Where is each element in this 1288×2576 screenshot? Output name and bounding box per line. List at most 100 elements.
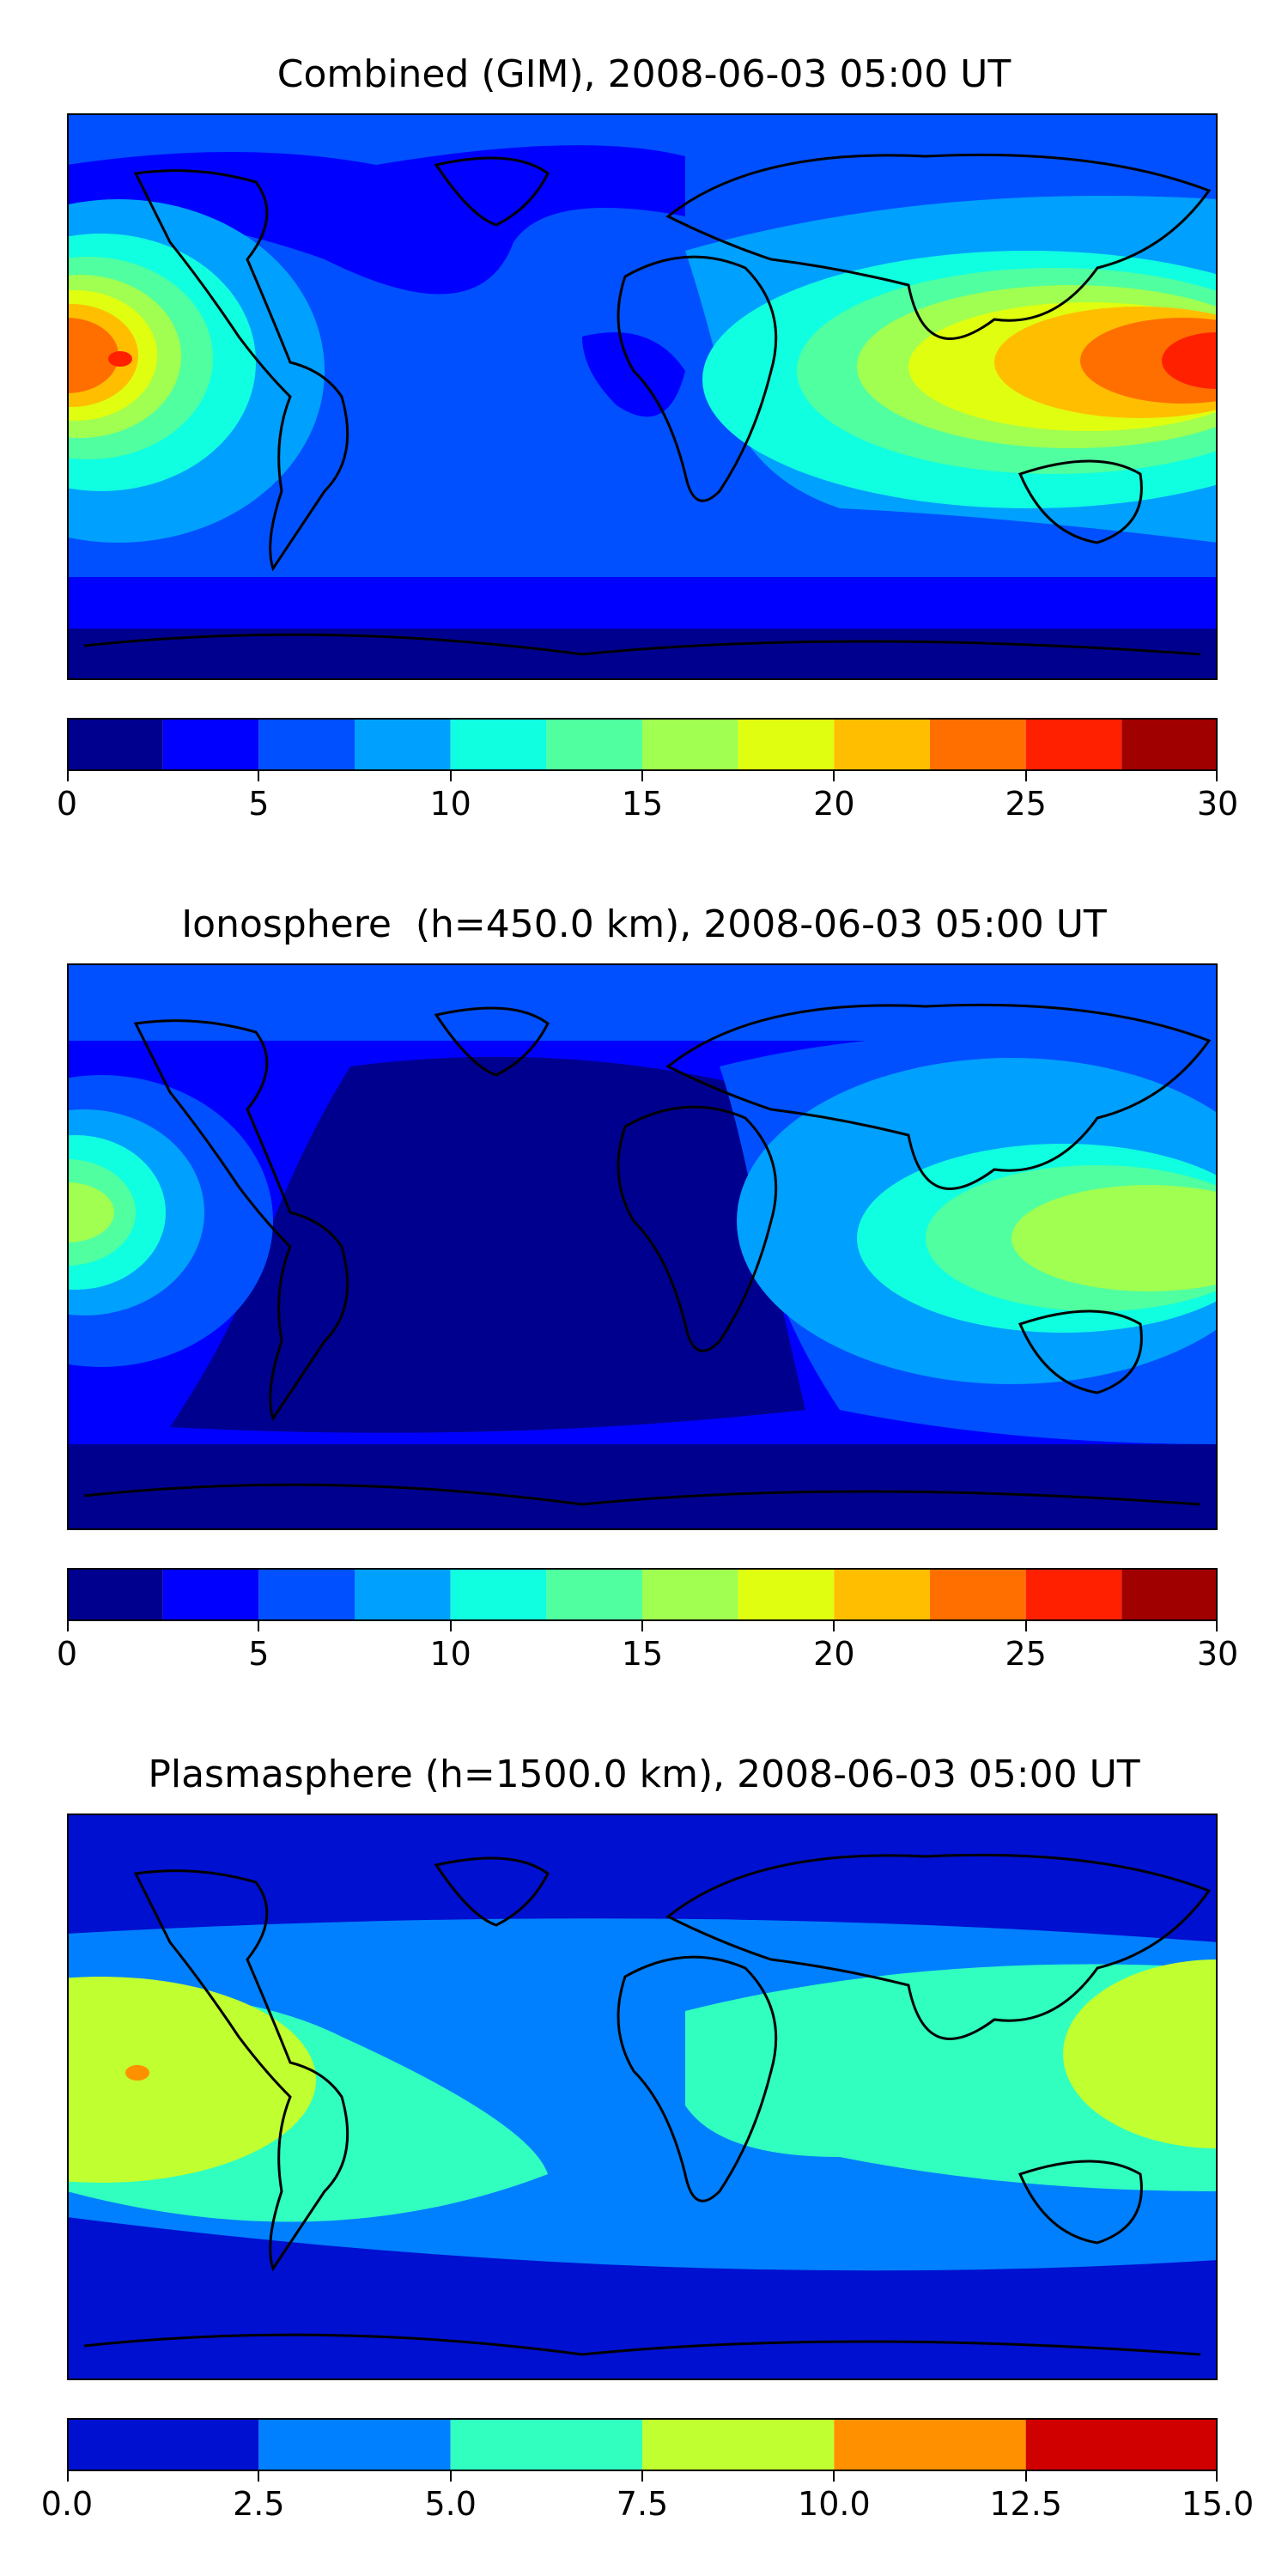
- colorbar-tick-label: 20: [813, 785, 855, 823]
- colorbar-segment: [67, 2418, 259, 2471]
- colorbar-segment: [930, 1568, 1026, 1621]
- colorbar-segment: [546, 1568, 642, 1621]
- coastlines: [83, 1003, 1212, 1506]
- contour-band-15-17_5-pacific-w: [67, 1182, 114, 1242]
- colorbar-tick-label: 15: [621, 785, 664, 823]
- colorbar-tick-label: 0: [56, 1635, 78, 1673]
- colorbar-segment: [1121, 718, 1218, 771]
- map-ionosphere: [67, 963, 1218, 1530]
- colorbar-tick-label: 0.0: [40, 2485, 94, 2523]
- colorbar-ticks-ionosphere: 0 5 10 15 20 25 30: [57, 1621, 1238, 1681]
- colorbar-tick: [67, 1621, 69, 1631]
- map-plasmasphere: [67, 1814, 1218, 2380]
- colorbar-tick: [67, 771, 69, 781]
- contour-band-25-27_5-asia: [1162, 332, 1218, 389]
- colorbar-tick: [258, 2471, 260, 2482]
- contour-band-0-2_5-atlantic: [170, 1056, 805, 1433]
- colorbar-tick: [1024, 771, 1027, 781]
- colorbar-segment: [450, 1568, 547, 1621]
- colorbar-tick: [449, 1621, 452, 1631]
- colorbar-tick: [1216, 1621, 1218, 1631]
- contour-band-0-2_5-south: [67, 629, 1218, 680]
- colorbar-segment: [546, 718, 642, 771]
- colorbar-tick-label: 10: [429, 785, 471, 823]
- colorbar-tick-label: 25: [1005, 1635, 1047, 1673]
- colorbar-tick: [833, 771, 835, 781]
- colorbar-tick: [833, 2471, 835, 2482]
- colorbar-segment: [834, 1568, 930, 1621]
- colorbar-segment: [450, 2418, 642, 2471]
- colorbar-segment: [67, 718, 163, 771]
- colorbar-segment: [642, 1568, 738, 1621]
- colorbar-ticks-plasmasphere: 0.0 2.5 5.0 7.5 10.0 12.5 15.0: [41, 2471, 1254, 2531]
- colorbar-tick: [833, 1621, 835, 1631]
- colorbar-segment: [1025, 718, 1122, 771]
- colorbar-tick-label: 15: [621, 1635, 664, 1673]
- colorbar-tick-label: 20: [813, 1635, 855, 1673]
- colorbar-tick-label: 7.5: [616, 2485, 669, 2523]
- contour-band-2_5-5-atlantic: [582, 332, 685, 417]
- colorbar-segment: [67, 1568, 163, 1621]
- colorbar-tick-label: 0: [56, 785, 78, 823]
- colorbar-tick: [1216, 771, 1218, 781]
- colorbar-segment: [834, 718, 930, 771]
- colorbar-tick-label: 30: [1196, 1635, 1239, 1673]
- colorbar-segment: [162, 1568, 259, 1621]
- colorbar-tick-label: 5: [248, 785, 270, 823]
- colorbar-segment: [1025, 2418, 1218, 2471]
- contour-band-15-17_5-asia: [1012, 1185, 1218, 1291]
- colorbar-tick-label: 30: [1196, 785, 1239, 823]
- colorbar-tick: [1024, 1621, 1027, 1631]
- colorbar-segment: [834, 2418, 1026, 2471]
- colorbar-frame: [67, 1568, 1218, 1621]
- colorbar-ticks-combined: 0 5 10 15 20 25 30: [57, 771, 1238, 831]
- colorbar-tick: [258, 1621, 260, 1631]
- colorbar-segment: [258, 718, 355, 771]
- colorbar-segment: [355, 1568, 451, 1621]
- colorbar-segment: [642, 718, 738, 771]
- coastlines: [83, 1853, 1212, 2356]
- colorbar-tick-label: 25: [1005, 785, 1047, 823]
- colorbar-tick: [449, 771, 452, 781]
- chart-title-combined: Combined (GIM), 2008-06-03 05:00 UT: [276, 52, 1012, 96]
- contour-band-5-7_5-north: [67, 963, 1218, 1041]
- colorbar-tick-label: 10: [429, 1635, 471, 1673]
- colorbar-combined: [67, 718, 1218, 771]
- colorbar-segment: [738, 718, 835, 771]
- colorbar-segment: [1025, 1568, 1122, 1621]
- colorbar-ionosphere: [67, 1568, 1218, 1621]
- contour-band-7_5-10-pacific-w: [67, 1977, 316, 2183]
- colorbar-tick: [641, 2471, 643, 2482]
- map-combined: [67, 113, 1218, 680]
- colorbar-tick-label: 5: [248, 1635, 270, 1673]
- colorbar-segment: [738, 1568, 835, 1621]
- colorbar-tick-label: 12.5: [989, 2485, 1062, 2523]
- colorbar-segment: [258, 2418, 451, 2471]
- chart-title-ionosphere: Ionosphere (h=450.0 km), 2008-06-03 05:0…: [181, 902, 1107, 946]
- colorbar-segment: [162, 718, 259, 771]
- coastlines: [83, 153, 1212, 656]
- colorbar-tick-label: 2.5: [233, 2485, 285, 2523]
- chart-title-plasmasphere: Plasmasphere (h=1500.0 km), 2008-06-03 0…: [148, 1753, 1140, 1796]
- contour-band-25-27_5-pacific-w: [108, 351, 132, 367]
- colorbar-segment: [642, 2418, 835, 2471]
- colorbar-segment: [1121, 1568, 1218, 1621]
- colorbar-segment: [355, 718, 451, 771]
- colorbar-segment: [258, 1568, 355, 1621]
- colorbar-tick-label: 5.0: [424, 2485, 477, 2523]
- colorbar-tick: [449, 2471, 452, 2482]
- contour-band-0-2_5-south: [67, 1444, 1218, 1530]
- colorbar-tick: [641, 1621, 643, 1631]
- colorbar-tick: [1216, 2471, 1218, 2482]
- contour-band-2_5-5-north: [67, 145, 685, 295]
- contour-band-10-12_5-spot: [125, 2065, 149, 2081]
- colorbar-segment: [450, 718, 547, 771]
- colorbar-tick: [258, 771, 260, 781]
- colorbar-tick: [67, 2471, 69, 2482]
- colorbar-frame: [67, 718, 1218, 771]
- colorbar-tick: [1024, 2471, 1027, 2482]
- colorbar-tick-label: 15.0: [1181, 2485, 1255, 2523]
- contour-band-7_5-10-pacific-e: [1063, 1959, 1218, 2148]
- colorbar-tick: [641, 771, 643, 781]
- colorbar-plasmasphere: [67, 2418, 1218, 2471]
